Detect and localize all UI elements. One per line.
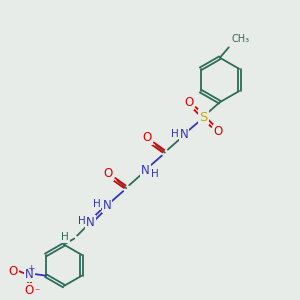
Text: S: S xyxy=(199,110,208,124)
Text: H: H xyxy=(61,232,69,242)
Text: H: H xyxy=(93,200,101,209)
Text: H: H xyxy=(171,129,178,139)
Text: N: N xyxy=(86,216,95,229)
Text: N: N xyxy=(180,128,189,141)
Text: O: O xyxy=(104,167,113,180)
Text: N: N xyxy=(25,268,34,281)
Text: O: O xyxy=(214,125,223,138)
Text: ⁻: ⁻ xyxy=(34,287,39,297)
Text: H: H xyxy=(151,169,159,179)
Text: O: O xyxy=(8,265,18,278)
Text: O: O xyxy=(142,131,152,144)
Text: H: H xyxy=(78,216,86,226)
Text: N: N xyxy=(141,164,150,177)
Text: O: O xyxy=(184,96,193,109)
Text: CH₃: CH₃ xyxy=(232,34,250,44)
Text: +: + xyxy=(27,264,35,273)
Text: N: N xyxy=(103,200,111,212)
Text: O: O xyxy=(25,284,34,297)
